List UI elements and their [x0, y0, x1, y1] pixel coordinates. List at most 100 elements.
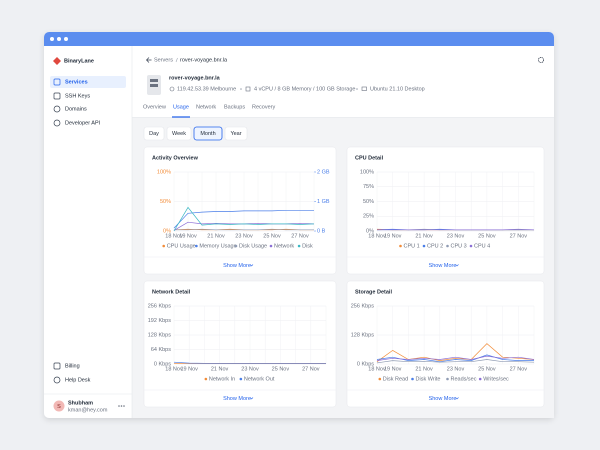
card — [346, 280, 545, 408]
legend-swatch — [239, 377, 243, 381]
y-tick-label: 128 Kbps — [351, 332, 374, 338]
y-tick-label: 128 Kbps — [148, 332, 171, 338]
show-more[interactable]: Show More — [223, 263, 251, 269]
x-tick-label: 19 Nov — [384, 366, 402, 372]
x-tick-label: 27 Nov — [510, 366, 528, 372]
back-arrow[interactable] — [146, 57, 152, 63]
tab[interactable]: Network — [196, 104, 216, 110]
title-bar — [44, 32, 554, 46]
nav-item[interactable]: Developer API — [65, 120, 101, 126]
chevron — [455, 264, 459, 267]
x-tick-label: 27 Nov — [291, 233, 309, 239]
nav-icon — [53, 119, 61, 127]
user-menu[interactable] — [118, 405, 125, 407]
series-line — [376, 359, 535, 364]
legend-label: Reads/sec — [451, 376, 477, 382]
legend-label: Memory Usage — [199, 243, 236, 249]
legend-swatch — [411, 377, 414, 381]
avatar-initial: S — [57, 404, 61, 410]
legend-label: Writes/sec — [483, 376, 509, 382]
period-button-active[interactable] — [193, 126, 223, 141]
legend-label: Disk Usage — [239, 243, 267, 249]
x-tick-label: 23 Nov — [447, 233, 465, 239]
card-title: CPU Detail — [355, 155, 384, 161]
nav-item[interactable]: Help Desk — [65, 377, 91, 383]
chevron — [249, 397, 254, 400]
period-label[interactable]: Day — [149, 131, 159, 137]
legend-swatch — [378, 377, 382, 381]
user-email: kman@hey.com — [68, 407, 108, 413]
legend-swatch — [204, 377, 208, 381]
legend-swatch — [422, 244, 426, 248]
nav-active-bg — [50, 76, 126, 88]
nav-item[interactable]: Services — [65, 79, 88, 85]
x-tick-label: 25 Nov — [478, 233, 496, 239]
period-label[interactable]: Month — [200, 131, 215, 137]
y-tick-label: 0 Kbps — [154, 361, 171, 367]
y-tick-label: 256 Kbps — [148, 303, 171, 309]
x-tick-label: 18 Nov — [368, 366, 386, 372]
legend-swatch — [162, 244, 165, 248]
x-tick-label: 23 Nov — [447, 366, 465, 372]
server-title: rover-voyage.bnr.la — [169, 75, 221, 81]
periods: Day Week Month Year — [143, 126, 248, 141]
settings[interactable] — [538, 57, 545, 64]
legend-label: Network In — [209, 376, 235, 382]
legend-swatch — [297, 244, 301, 248]
y-tick-label: 50% — [363, 199, 374, 205]
x-tick-label: 19 Nov — [384, 233, 402, 239]
show-more[interactable]: Show More — [429, 396, 457, 402]
x-tick-label: 27 Nov — [302, 366, 320, 372]
period-label[interactable]: Week — [172, 131, 186, 137]
breadcrumb[interactable]: Servers — [154, 57, 173, 63]
legend-label: CPU Usage — [167, 243, 196, 249]
dot — [57, 37, 61, 41]
avatar — [53, 400, 65, 412]
logo — [53, 57, 61, 65]
x-tick-label: 21 Nov — [415, 366, 433, 372]
x-tick-label: 19 Nov — [179, 233, 197, 239]
show-more[interactable]: Show More — [223, 396, 251, 402]
y-tick-label: 0% — [163, 228, 171, 234]
tab-active[interactable]: Usage — [173, 104, 189, 110]
y-tick-label: 100% — [360, 169, 374, 175]
nav-item[interactable]: Billing — [65, 363, 80, 369]
nav: Services SSH Keys Domains Developer API … — [53, 78, 101, 384]
meta: 119.42.53.39 Melbourne — [177, 86, 236, 92]
legend-swatch — [446, 377, 449, 381]
brand: BinaryLane — [64, 58, 94, 64]
legend-swatch — [195, 244, 198, 248]
show-more[interactable]: Show More — [429, 263, 457, 269]
legend-label: CPU 4 — [474, 243, 490, 249]
x-tick-label: 25 Nov — [263, 233, 281, 239]
dot — [64, 37, 68, 41]
chevron — [249, 264, 254, 267]
nav-icon — [53, 105, 61, 113]
tab[interactable]: Overview — [143, 104, 166, 110]
legend-swatch — [478, 377, 482, 381]
period-button[interactable] — [224, 126, 248, 141]
period-button[interactable] — [166, 126, 192, 141]
chevron — [455, 397, 459, 400]
tabs: Overview Usage Network Backups Recovery — [143, 104, 275, 110]
period-button[interactable] — [143, 126, 165, 141]
card — [143, 280, 337, 408]
y-tick-label: 192 Kbps — [148, 318, 171, 324]
y-tick-label: 100% — [157, 169, 171, 175]
card — [346, 146, 545, 275]
period-label[interactable]: Year — [230, 131, 241, 137]
legend-swatch — [269, 244, 273, 248]
tab[interactable]: Backups — [224, 104, 245, 110]
card-title: Storage Detail — [355, 289, 392, 295]
x-tick-label: 18 Nov — [368, 233, 386, 239]
card — [143, 146, 337, 275]
nav-icon — [53, 376, 61, 384]
tab[interactable]: Recovery — [252, 104, 275, 110]
x-tick-label: 21 Nov — [211, 366, 229, 372]
nav-item[interactable]: SSH Keys — [65, 93, 90, 99]
legend-swatch — [399, 244, 402, 248]
series-line — [173, 361, 326, 364]
legend-swatch — [469, 244, 473, 248]
nav-item[interactable]: Domains — [65, 106, 87, 112]
